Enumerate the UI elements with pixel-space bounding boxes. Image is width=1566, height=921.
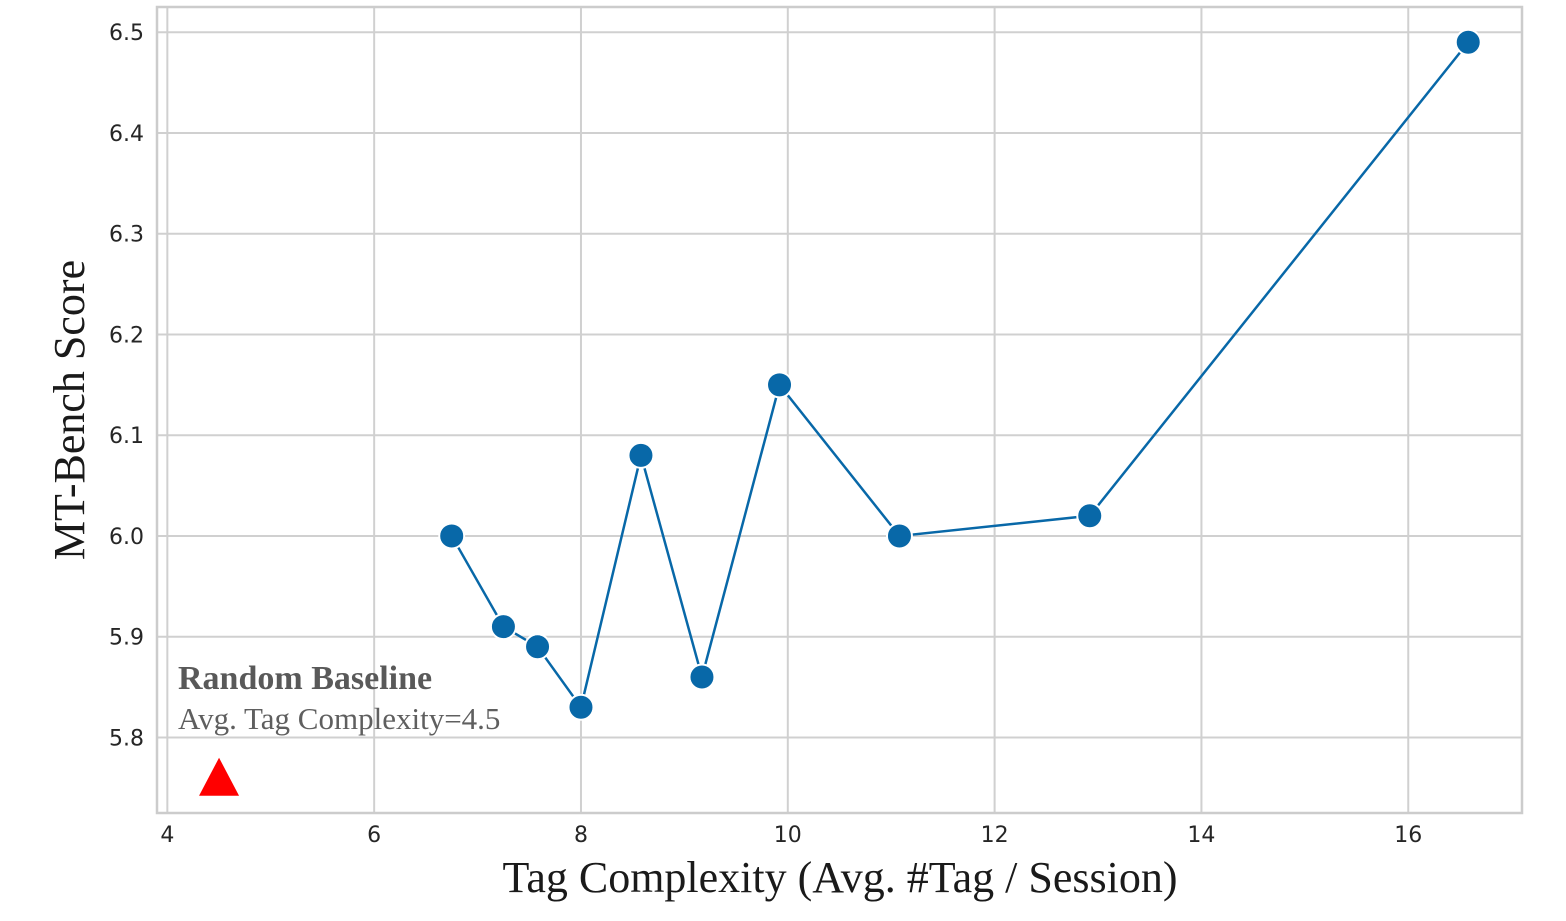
baseline-group [199, 757, 240, 796]
baseline-annotation-title: Random Baseline [178, 660, 432, 697]
plot-frame [155, 5, 1524, 815]
data-point [766, 371, 794, 399]
y-tick-label: 6.2 [109, 323, 144, 348]
x-tick-label: 8 [574, 823, 588, 848]
y-tick-label: 5.8 [109, 726, 144, 751]
baseline-annotation-subtitle: Avg. Tag Complexity=4.5 [178, 701, 500, 736]
series-line [450, 41, 1470, 711]
data-point [688, 663, 716, 691]
x-tick-label: 12 [981, 823, 1009, 848]
x-tick-labels: 4 6 8 10 12 14 16 [160, 823, 1422, 848]
data-point [567, 693, 595, 721]
series-line-group [438, 28, 1482, 721]
x-tick-label: 10 [774, 823, 802, 848]
y-tick-label: 6.1 [109, 424, 144, 449]
x-tick-label: 16 [1394, 823, 1422, 848]
y-tick-label: 6.3 [109, 223, 144, 248]
x-axis-label: Tag Complexity (Avg. #Tag / Session) [503, 853, 1178, 902]
y-tick-label: 6.4 [109, 122, 144, 147]
baseline-marker [199, 757, 240, 796]
x-tick-label: 14 [1187, 823, 1215, 848]
data-point [1076, 502, 1104, 530]
y-tick-label: 6.5 [109, 21, 144, 46]
y-axis-label: MT-Bench Score [45, 260, 94, 560]
data-point [627, 441, 655, 469]
data-point [1454, 28, 1482, 56]
y-tick-labels: 5.8 5.9 6.0 6.1 6.2 6.3 6.4 6.5 [109, 21, 144, 751]
grid [157, 7, 1522, 813]
y-tick-label: 6.0 [109, 525, 144, 550]
y-tick-label: 5.9 [109, 626, 144, 651]
data-point [885, 522, 913, 550]
data-point [524, 633, 552, 661]
data-point [489, 613, 517, 641]
x-tick-label: 6 [367, 823, 381, 848]
data-point [438, 522, 466, 550]
x-tick-label: 4 [160, 823, 174, 848]
